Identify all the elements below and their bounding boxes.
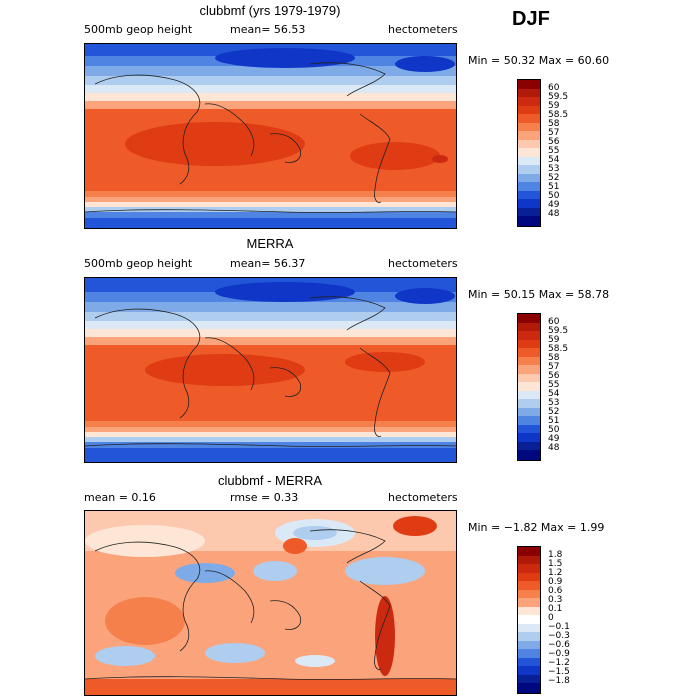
cbar1-tick: 58.5: [548, 110, 569, 120]
cbar1-tick: 54: [548, 155, 560, 165]
panel-1-map: [84, 43, 457, 229]
cbar2-tick: 57: [548, 362, 560, 372]
cbar2-tick: 49: [548, 434, 560, 444]
cbar1-tick: 56: [548, 137, 560, 147]
panel-3-minmax: Min = −1.82 Max = 1.99: [468, 521, 605, 534]
panel-3-mean-label: mean = 0.16: [84, 491, 156, 504]
cbar2-tick: 58.5: [548, 344, 569, 354]
cbar3-tick: −0.6: [548, 640, 570, 650]
cbar1-tick: 59.5: [548, 92, 569, 102]
cbar2-tick: 53: [548, 398, 560, 408]
panel-1-colorbar: [517, 79, 541, 227]
cbar3-tick: 0.6: [548, 586, 563, 596]
panel-2-variable-label: 500mb geop height: [84, 257, 193, 270]
cbar2-tick: 50: [548, 425, 560, 435]
panel-3-units-label: hectometers: [388, 491, 458, 504]
cbar2-tick: 56: [548, 371, 560, 381]
cbar3-tick: −0.3: [548, 631, 570, 641]
panel-2-mean-label: mean= 56.37: [230, 257, 306, 270]
cbar3-tick: −1.2: [548, 658, 570, 668]
cbar2-tick: 51: [548, 416, 560, 426]
panel-3-title: clubbmf - MERRA: [217, 473, 323, 488]
panel-2-title: MERRA: [246, 236, 294, 251]
cbar1-tick: 60: [548, 83, 560, 93]
cbar1-tick: 51: [548, 182, 560, 192]
panel-1-title: clubbmf (yrs 1979-1979): [199, 3, 341, 18]
panel-3-rmse-label: rmse = 0.33: [230, 491, 299, 504]
cbar1-tick: 57: [548, 128, 560, 138]
panel-1-map-svg: [85, 44, 456, 228]
cbar3-tick: −1.8: [548, 676, 570, 686]
cbar2-tick: 59: [548, 335, 560, 345]
panel-2-map-svg: [85, 278, 456, 462]
cbar1-tick: 48: [548, 209, 560, 219]
cbar3-tick: 1.5: [548, 559, 563, 569]
cbar3-tick: 1.2: [548, 568, 563, 578]
cbar3-tick: 0.9: [548, 577, 563, 587]
cbar1-tick: 55: [548, 146, 560, 156]
cbar2-tick: 52: [548, 407, 560, 417]
cbar3-tick: 0.1: [548, 604, 563, 614]
cbar2-tick: 58: [548, 353, 560, 363]
panel-1-variable-label: 500mb geop height: [84, 23, 193, 36]
cbar1-tick: 50: [548, 191, 560, 201]
panel-2-units-label: hectometers: [388, 257, 458, 270]
panel-2-minmax: Min = 50.15 Max = 58.78: [468, 288, 610, 301]
cbar1-tick: 58: [548, 119, 560, 129]
panel-3-map: [84, 510, 457, 696]
cbar3-tick: −0.1: [548, 622, 570, 632]
panel-3-colorbar: [517, 546, 541, 694]
cbar2-tick: 60: [548, 317, 560, 327]
cbar1-tick: 52: [548, 173, 560, 183]
cbar2-tick: 48: [548, 443, 560, 453]
cbar3-tick: 1.8: [548, 550, 563, 560]
panel-2-colorbar: [517, 313, 541, 461]
cbar1-tick: 53: [548, 164, 560, 174]
season-label: DJF: [512, 8, 550, 30]
cbar2-tick: 54: [548, 389, 560, 399]
cbar2-tick: 55: [548, 380, 560, 390]
cbar3-tick: −0.9: [548, 649, 570, 659]
panel-1-minmax: Min = 50.32 Max = 60.60: [468, 54, 610, 67]
cbar1-tick: 49: [548, 200, 560, 210]
cbar3-tick: −1.5: [548, 667, 570, 677]
panel-1-units-label: hectometers: [388, 23, 458, 36]
cbar3-tick: 0.3: [548, 595, 563, 605]
cbar2-tick: 59.5: [548, 326, 569, 336]
panel-2-map: [84, 277, 457, 463]
panel-3-map-svg: [85, 511, 456, 695]
cbar3-tick: 0: [548, 613, 554, 623]
panel-1-mean-label: mean= 56.53: [230, 23, 306, 36]
cbar1-tick: 59: [548, 101, 560, 111]
